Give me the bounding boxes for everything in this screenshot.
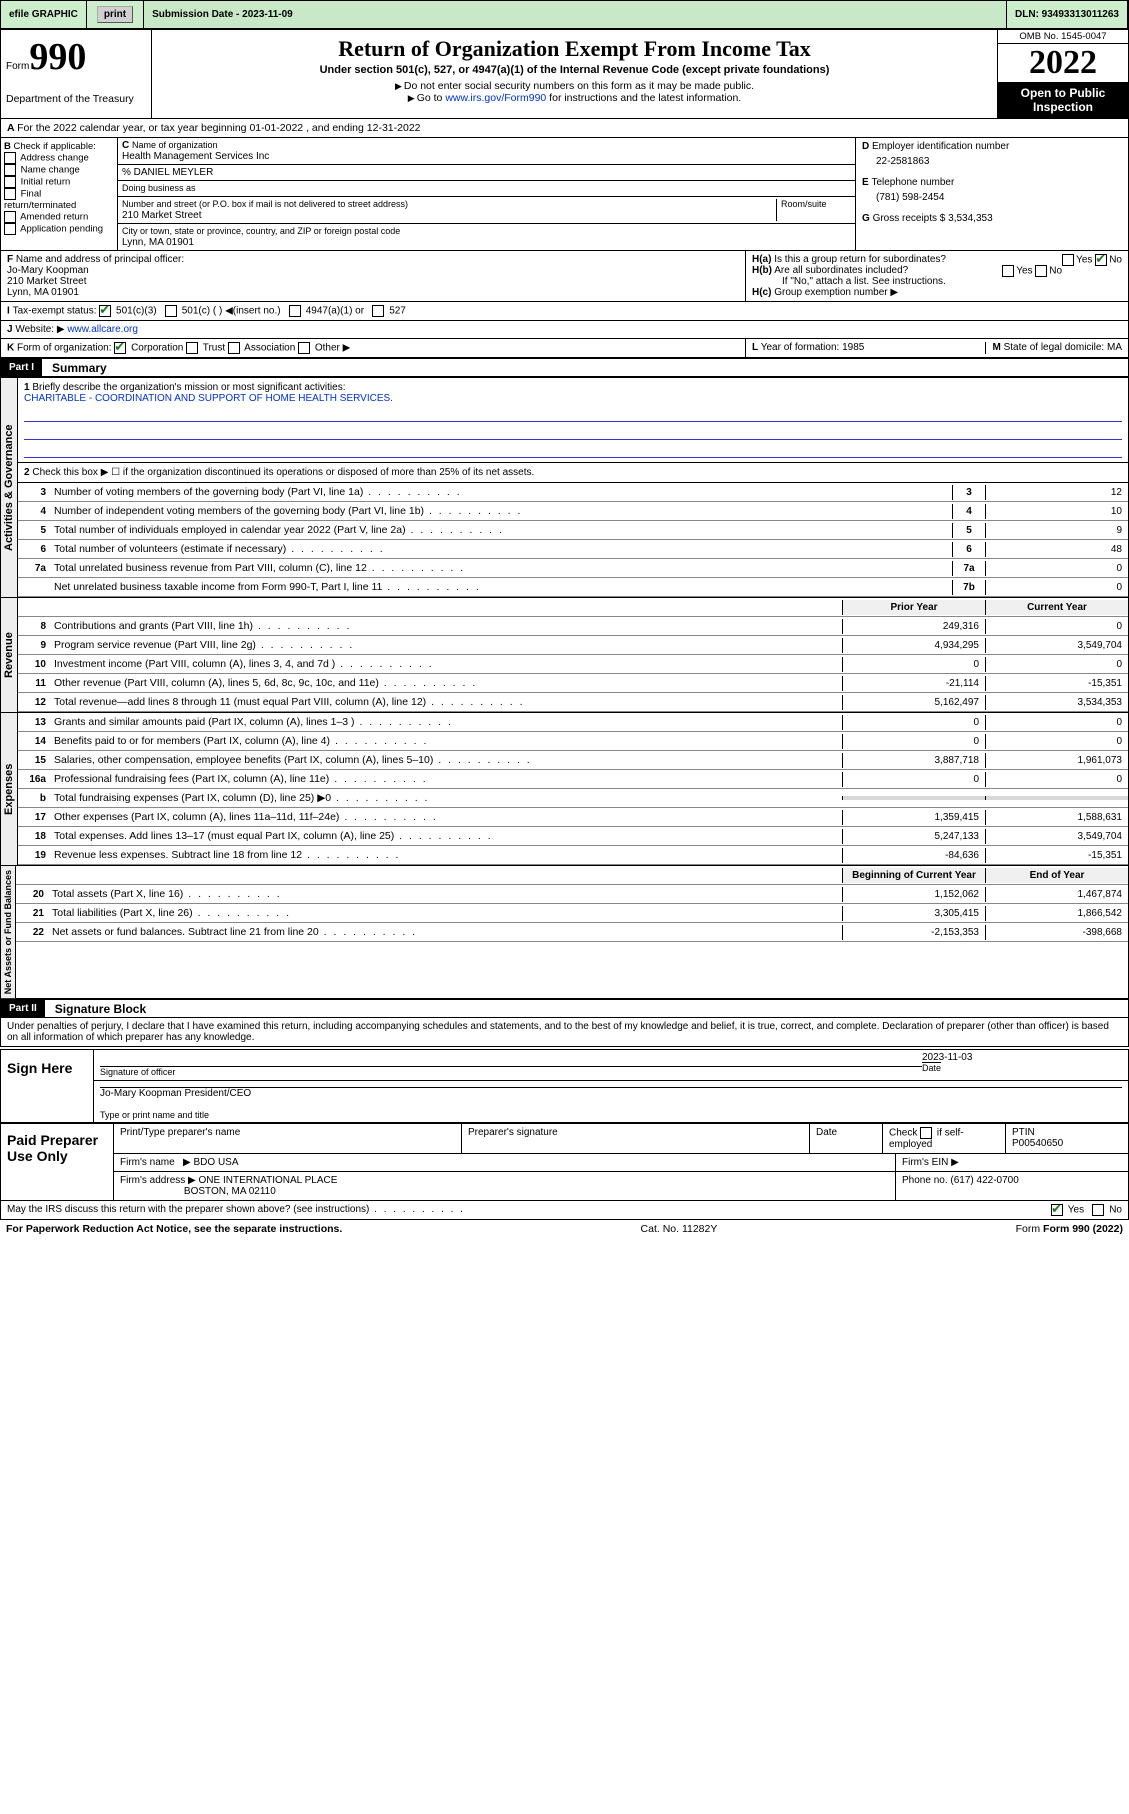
box-b: B Check if applicable: Address change Na… <box>1 138 118 250</box>
telephone: (781) 598-2454 <box>862 188 1122 213</box>
final-return-checkbox[interactable] <box>4 188 16 200</box>
city: Lynn, MA 01901 <box>122 237 194 248</box>
summary-row: 5Total number of individuals employed in… <box>18 521 1128 540</box>
summary-row: Net unrelated business taxable income fr… <box>18 578 1128 597</box>
summary-row: 13Grants and similar amounts paid (Part … <box>18 713 1128 732</box>
summary-row: 4Number of independent voting members of… <box>18 502 1128 521</box>
summary-row: bTotal fundraising expenses (Part IX, co… <box>18 789 1128 808</box>
discuss-no[interactable] <box>1092 1204 1104 1216</box>
summary-row: 14Benefits paid to or for members (Part … <box>18 732 1128 751</box>
corp-checkbox[interactable] <box>114 342 126 354</box>
submission-date: Submission Date - 2023-11-09 <box>144 1 1007 28</box>
app-pending-checkbox[interactable] <box>4 223 16 235</box>
dln: DLN: 93493313011263 <box>1007 1 1128 28</box>
subtitle: Under section 501(c), 527, or 4947(a)(1)… <box>156 64 993 76</box>
name-change-checkbox[interactable] <box>4 164 16 176</box>
initial-return-checkbox[interactable] <box>4 176 16 188</box>
line-klm: K Form of organization: Corporation Trus… <box>0 339 1129 358</box>
summary-row: 22Net assets or fund balances. Subtract … <box>16 923 1128 942</box>
form-prefix: Form <box>6 61 29 72</box>
hb-yes[interactable] <box>1002 265 1014 277</box>
firm-name: BDO USA <box>194 1157 239 1168</box>
summary-row: 3Number of voting members of the governi… <box>18 483 1128 502</box>
section-bcd: B Check if applicable: Address change Na… <box>0 137 1129 251</box>
summary-table: Activities & Governance 1 Briefly descri… <box>0 377 1129 598</box>
hb-no[interactable] <box>1035 265 1047 277</box>
title-block: Return of Organization Exempt From Incom… <box>152 30 997 118</box>
ha-no[interactable] <box>1095 254 1107 266</box>
side-revenue: Revenue <box>1 598 18 712</box>
gross-receipts: 3,534,353 <box>948 213 993 224</box>
summary-row: 15Salaries, other compensation, employee… <box>18 751 1128 770</box>
self-employed-checkbox[interactable] <box>920 1127 932 1139</box>
summary-row: 7aTotal unrelated business revenue from … <box>18 559 1128 578</box>
print-button[interactable]: print <box>97 6 133 23</box>
line-j: J Website: ▶ www.allcare.org <box>0 321 1129 339</box>
note1: Do not enter social security numbers on … <box>404 80 754 92</box>
summary-row: 18Total expenses. Add lines 13–17 (must … <box>18 827 1128 846</box>
website-link[interactable]: www.allcare.org <box>67 324 138 335</box>
box-c: C Name of organizationHealth Management … <box>118 138 856 250</box>
501c3-checkbox[interactable] <box>99 305 111 317</box>
summary-row: 8Contributions and grants (Part VIII, li… <box>18 617 1128 636</box>
summary-row: 10Investment income (Part VIII, column (… <box>18 655 1128 674</box>
side-expenses: Expenses <box>1 713 18 865</box>
section-fh: F Name and address of principal officer:… <box>0 251 1129 302</box>
year-block: OMB No. 1545-0047 2022 Open to Public In… <box>997 30 1128 118</box>
part1-header: Part I Summary <box>0 358 1129 377</box>
officer-name: Jo-Mary Koopman <box>7 265 89 276</box>
summary-row: 6Total number of volunteers (estimate if… <box>18 540 1128 559</box>
firm-addr1: ONE INTERNATIONAL PLACE <box>199 1175 338 1186</box>
line-a: A For the 2022 calendar year, or tax yea… <box>0 119 1129 137</box>
summary-row: 12Total revenue—add lines 8 through 11 (… <box>18 693 1128 712</box>
omb: OMB No. 1545-0047 <box>998 30 1128 44</box>
summary-row: 9Program service revenue (Part VIII, lin… <box>18 636 1128 655</box>
form-number-block: Form990 Department of the Treasury <box>1 30 152 118</box>
open-public: Open to Public Inspection <box>998 82 1128 118</box>
page-footer: For Paperwork Reduction Act Notice, see … <box>0 1220 1129 1238</box>
paid-preparer-block: Paid Preparer Use Only Print/Type prepar… <box>0 1123 1129 1201</box>
part2-header: Part II Signature Block <box>0 999 1129 1018</box>
instructions-link[interactable]: www.irs.gov/Form990 <box>445 92 546 104</box>
form-header: Form990 Department of the Treasury Retur… <box>0 29 1129 119</box>
ein: 22-2581863 <box>862 152 1122 177</box>
summary-row: 21Total liabilities (Part X, line 26)3,3… <box>16 904 1128 923</box>
box-deg: D Employer identification number 22-2581… <box>856 138 1128 250</box>
dept-label: Department of the Treasury <box>6 93 146 105</box>
state-domicile: MA <box>1107 342 1122 353</box>
summary-row: 19Revenue less expenses. Subtract line 1… <box>18 846 1128 865</box>
firm-phone: (617) 422-0700 <box>950 1175 1018 1186</box>
tax-year: 2022 <box>998 44 1128 82</box>
care-of: % DANIEL MEYLER <box>122 167 213 178</box>
ha-yes[interactable] <box>1062 254 1074 266</box>
summary-row: 16aProfessional fundraising fees (Part I… <box>18 770 1128 789</box>
perjury-declaration: Under penalties of perjury, I declare th… <box>0 1018 1129 1047</box>
summary-row: 11Other revenue (Part VIII, column (A), … <box>18 674 1128 693</box>
ptin: P00540650 <box>1012 1138 1063 1149</box>
side-activities: Activities & Governance <box>1 378 18 597</box>
year-formation: 1985 <box>842 342 864 353</box>
addr-change-checkbox[interactable] <box>4 152 16 164</box>
sign-block: Sign Here Signature of officer2023-11-03… <box>0 1049 1129 1123</box>
org-name: Health Management Services Inc <box>122 151 269 162</box>
summary-row: 20Total assets (Part X, line 16)1,152,06… <box>16 885 1128 904</box>
irs-discuss: May the IRS discuss this return with the… <box>0 1201 1129 1220</box>
efile-label: efile GRAPHIC <box>1 1 87 28</box>
side-netassets: Net Assets or Fund Balances <box>1 866 16 998</box>
form-number: 990 <box>29 36 86 78</box>
line-i: I Tax-exempt status: 501(c)(3) 501(c) ( … <box>0 302 1129 321</box>
address: 210 Market Street <box>122 210 201 221</box>
amended-return-checkbox[interactable] <box>4 211 16 223</box>
top-bar: efile GRAPHIC print Submission Date - 20… <box>0 0 1129 29</box>
signer-name: Jo-Mary Koopman President/CEO <box>100 1088 1122 1099</box>
discuss-yes[interactable] <box>1051 1204 1063 1216</box>
form-title: Return of Organization Exempt From Incom… <box>158 36 991 62</box>
summary-row: 17Other expenses (Part IX, column (A), l… <box>18 808 1128 827</box>
mission-link[interactable]: CHARITABLE - COORDINATION AND SUPPORT OF… <box>24 393 393 404</box>
